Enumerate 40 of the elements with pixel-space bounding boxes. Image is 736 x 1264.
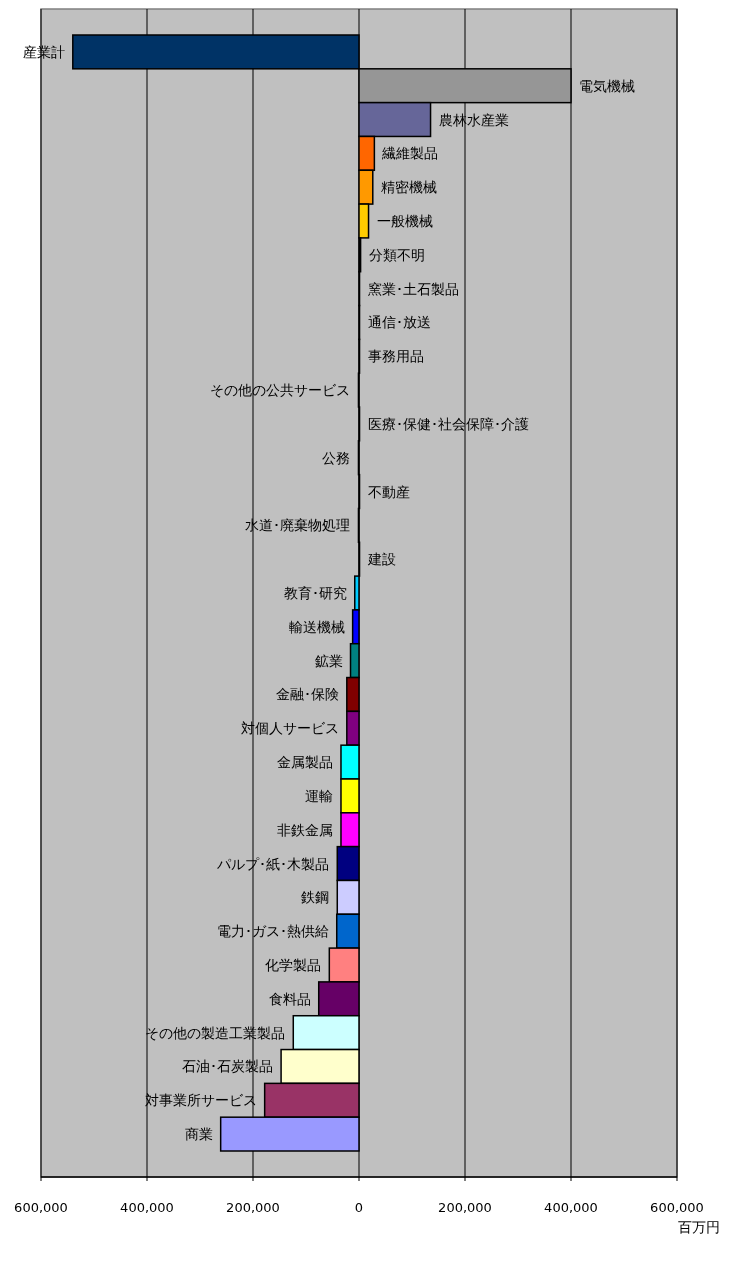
y-tick-label: 教育･研究 [283, 585, 347, 601]
y-tick-label: 農林水産業 [438, 111, 509, 128]
y-tick-label: 電力･ガス･熱供給 [216, 923, 329, 940]
y-tick-label: 石油･石炭製品 [182, 1058, 274, 1075]
y-tick-label: 分類不明 [368, 246, 425, 263]
y-tick-label: 運輸 [304, 787, 333, 804]
y-tick-label: 精密機械 [380, 179, 437, 196]
x-tick-label: 200,000 [226, 1200, 280, 1215]
y-tick-label: その他の公共サービス [210, 382, 351, 399]
y-tick-label: 金属製品 [276, 754, 333, 771]
y-tick-label: 事務用品 [367, 348, 424, 365]
x-tick-label: 400,000 [120, 1200, 174, 1215]
y-tick-label: パルプ･紙･木製品 [216, 855, 330, 872]
x-axis-title: 百万円 [678, 1219, 720, 1235]
y-tick-label: 対事業所サービス [144, 1092, 257, 1109]
y-tick-label: 不動産 [367, 483, 410, 500]
x-tick-label: 600,000 [14, 1200, 68, 1215]
x-tick-label: 600,000 [650, 1200, 704, 1215]
y-tick-label: 化学製品 [265, 957, 322, 973]
y-tick-label: 繊維製品 [381, 145, 439, 162]
y-tick-label: 非鉄金属 [276, 821, 333, 838]
x-tick-label: 400,000 [544, 1200, 598, 1215]
y-tick-label: 対個人サービス [240, 720, 339, 737]
y-tick-label: 公務 [322, 449, 351, 466]
y-tick-label: 建設 [366, 551, 396, 568]
y-tick-label: 医療･保健･社会保障･介護 [367, 415, 529, 432]
y-tick-label: その他の製造工業製品 [145, 1024, 286, 1041]
y-tick-label: 鉱業 [314, 652, 343, 669]
y-tick-label: 水道･廃棄物処理 [245, 517, 351, 534]
y-tick-label: 窯業･土石製品 [367, 280, 459, 297]
y-tick-label: 一般機械 [376, 213, 433, 229]
y-tick-label: 電気機械 [579, 77, 635, 94]
y-tick-label: 輸送機械 [288, 618, 345, 635]
x-tick-label: 200,000 [438, 1200, 492, 1215]
y-tick-label: 通信･放送 [367, 314, 431, 331]
y-tick-label: 鉄鋼 [301, 889, 330, 906]
y-tick-label: 商業 [184, 1126, 213, 1143]
y-tick-label: 食料品 [268, 990, 311, 1007]
x-tick-label: 0 [354, 1200, 364, 1215]
y-tick-label: 金融･保険 [275, 686, 339, 703]
